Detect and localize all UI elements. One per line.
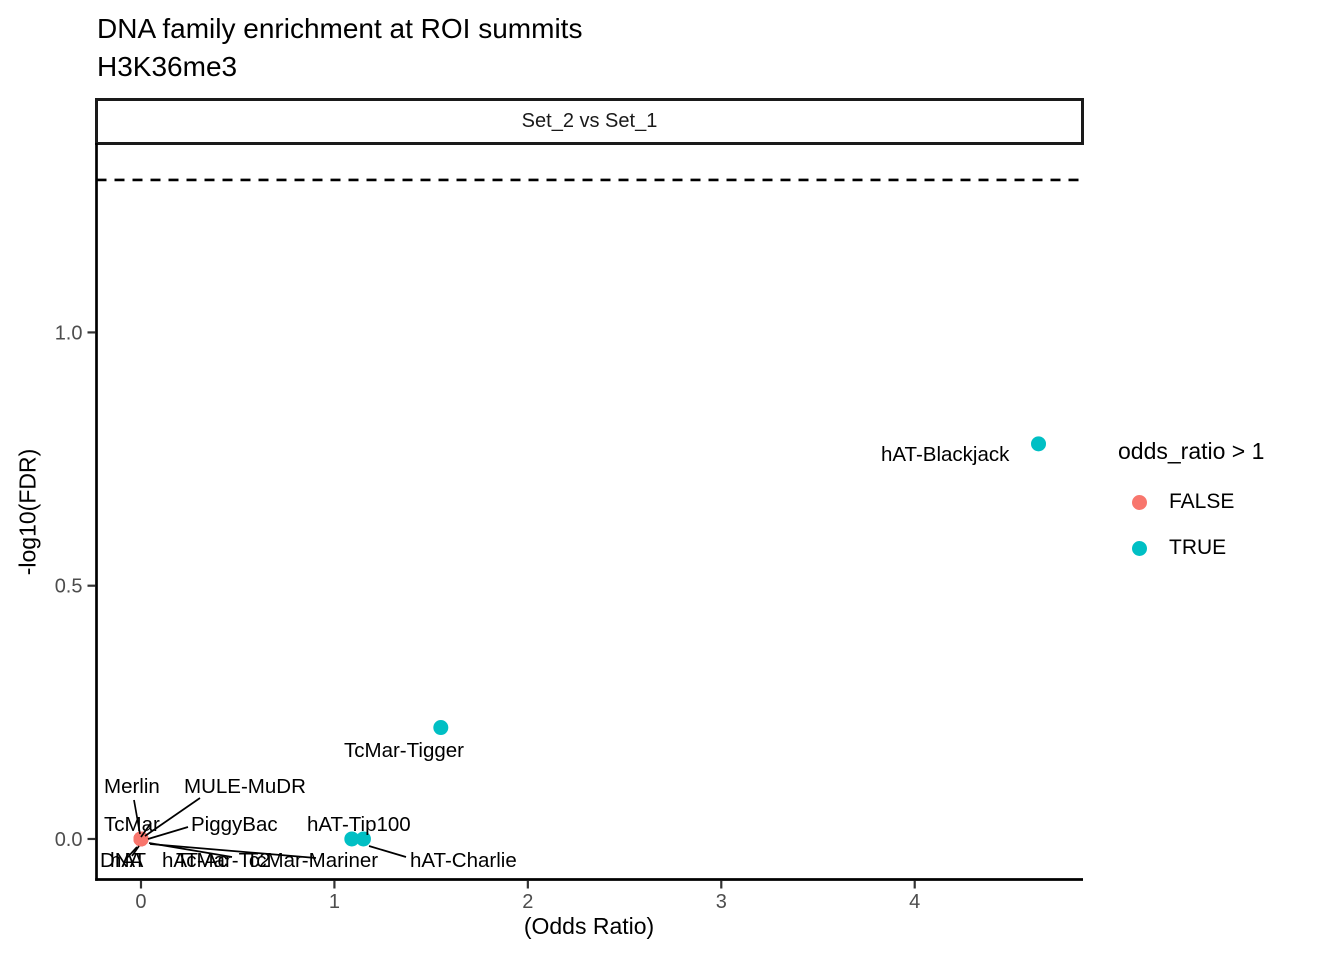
y-tick-label: 1.0: [55, 322, 83, 344]
label-leader-DNA: [131, 845, 140, 857]
label-leader-MULE-MuDR: [144, 797, 201, 837]
legend-item-true: TRUE: [1118, 525, 1338, 571]
x-tick-label: 4: [909, 891, 920, 913]
y-tick-label: 0.5: [55, 576, 83, 598]
facet-strip-label: Set_2 vs Set_1: [521, 110, 658, 132]
label-leader-TcMar: [140, 822, 152, 838]
chart-title: DNA family enrichment at ROI summits: [97, 13, 583, 44]
point-label-hAT: hAT: [110, 849, 147, 872]
point-label-MULE-MuDR: MULE-MuDR: [184, 775, 306, 798]
facet-strip: Set_2 vs Set_1: [95, 98, 1084, 145]
y-tick-label: 0.0: [55, 829, 83, 851]
chart-subtitle: H3K36me3: [97, 51, 238, 82]
label-leader-hAT: [125, 846, 138, 860]
point-label-TcMar-Tigger: TcMar-Tigger: [344, 739, 464, 762]
point-label-TcMar-Mariner: TcMar-Mariner: [246, 849, 378, 872]
point-label-hAT-Blackjack: hAT-Blackjack: [881, 443, 1010, 466]
data-point-TcMar-Tigger: [433, 720, 449, 736]
x-tick-label: 2: [522, 891, 533, 913]
label-leader-Merlin: [133, 799, 141, 835]
point-label-hAT-Charlie: hAT-Charlie: [410, 849, 517, 872]
label-leader-PiggyBac: [147, 826, 189, 840]
legend-label-false: FALSE: [1169, 490, 1235, 513]
label-leader-TcMar-Mariner: [149, 843, 317, 859]
data-point-hAT-Blackjack: [1031, 436, 1047, 452]
x-axis-title: (Odds Ratio): [523, 913, 655, 939]
x-tick-label: 1: [329, 891, 340, 913]
label-leader-hAT-Charlie: [368, 845, 407, 858]
legend-key-false-icon: [1132, 494, 1147, 510]
y-axis-title: -log10(FDR): [14, 448, 41, 576]
legend-item-false: FALSE: [1118, 479, 1338, 525]
data-point-hAT-Charlie: [355, 831, 371, 847]
data-point-hAT-Tip100: [344, 831, 360, 847]
legend-key-true-icon: [1132, 540, 1147, 556]
point-label-DNA: DNA: [100, 849, 144, 872]
legend-label-true: TRUE: [1169, 536, 1227, 559]
point-label-TcMar: TcMar: [104, 813, 160, 836]
point-label-PiggyBac: PiggyBac: [191, 813, 278, 836]
x-tick-label: 0: [135, 891, 146, 913]
x-tick-label: 3: [716, 891, 727, 913]
legend-title: odds_ratio > 1: [1118, 438, 1265, 464]
point-label-hAT-Tip100: hAT-Tip100: [307, 813, 411, 836]
point-label-Merlin: Merlin: [104, 775, 160, 798]
point-label-TcMar-Tc2: TcMar-Tc2: [176, 849, 271, 872]
legend: odds_ratio > 1 FALSE TRUE: [1118, 438, 1338, 571]
point-label-hAT-Ac: hAT-Ac: [162, 849, 228, 872]
chart-title-block: DNA family enrichment at ROI summits H3K…: [97, 10, 582, 86]
